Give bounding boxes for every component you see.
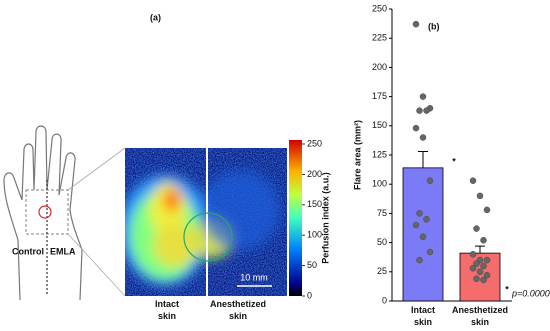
y-tick-label: 100 — [372, 179, 387, 189]
data-point — [416, 210, 423, 217]
colorbar-tick-label: 250 — [307, 138, 322, 148]
data-point — [483, 272, 491, 279]
image-label: Intact skin — [155, 299, 179, 321]
data-point — [412, 20, 420, 28]
data-point — [469, 265, 477, 272]
data-point — [480, 276, 487, 284]
data-point — [412, 221, 420, 229]
y-tick-label: 250 — [372, 3, 387, 13]
data-point — [473, 275, 480, 283]
colorbar-axis: 0 50 100 150 200 250 — [302, 138, 322, 300]
data-point — [426, 248, 434, 256]
significance-mark: * — [505, 284, 509, 294]
colorbar-tick-label: 200 — [307, 169, 322, 179]
panel-label: (a) — [150, 12, 161, 22]
data-point — [476, 268, 484, 276]
y-axis-title: Flare area (mm²) — [352, 120, 362, 190]
image-labels: Intact skin Anesthetized skin — [155, 299, 266, 321]
colorbar-tick-label: 150 — [307, 199, 322, 209]
y-tick-label: 0 — [382, 295, 387, 305]
significance-mark: * — [452, 156, 456, 166]
data-point — [483, 206, 491, 214]
data-point — [419, 134, 427, 141]
y-tick-label: 225 — [372, 33, 387, 43]
data-point — [416, 256, 423, 264]
colorbar-title: Perfusion index (a.u.) — [320, 172, 330, 264]
data-point — [419, 93, 427, 100]
hand-label: Control — [12, 246, 44, 256]
y-tick-label: 75 — [377, 208, 387, 218]
data-point — [426, 177, 434, 184]
bar-chart: 0 25 50 75 100 125 150 175 200 225 250 Flare area (… — [352, 3, 550, 327]
p-value: p=0.00006 — [511, 288, 550, 298]
data-point — [412, 124, 420, 132]
y-tick-label: 50 — [377, 237, 387, 247]
x-tick-label: Intact skin — [411, 305, 435, 327]
x-tick-label: Anesthetized skin — [452, 305, 508, 327]
colorbar-tick-label: 100 — [307, 230, 322, 240]
hand-label: EMLA — [50, 246, 76, 256]
data-point — [473, 225, 480, 232]
data-point — [476, 192, 484, 200]
y-tick-label: 125 — [372, 149, 387, 159]
colorbar — [289, 140, 302, 296]
colorbar-tick-label: 0 — [307, 290, 312, 300]
y-tick-label: 200 — [372, 62, 387, 72]
data-point — [473, 260, 480, 267]
y-tick-label: 175 — [372, 91, 387, 101]
perfusion-image — [125, 148, 287, 296]
data-point — [423, 215, 430, 223]
y-tick-label: 25 — [377, 266, 387, 276]
y-tick-label: 150 — [372, 120, 387, 130]
data-point — [419, 233, 427, 241]
data-point — [483, 256, 491, 264]
hand — [3, 125, 126, 301]
data-point — [416, 107, 423, 114]
data-point — [480, 237, 487, 244]
data-point — [480, 262, 487, 270]
colorbar-tick-label: 50 — [307, 260, 317, 270]
data-point — [469, 251, 477, 258]
scale-bar-label: 10 mm — [240, 272, 268, 282]
image-label: Anesthetized skin — [210, 299, 266, 321]
panel-label: (b) — [428, 21, 440, 31]
data-point — [423, 107, 430, 114]
data-point — [469, 177, 477, 184]
